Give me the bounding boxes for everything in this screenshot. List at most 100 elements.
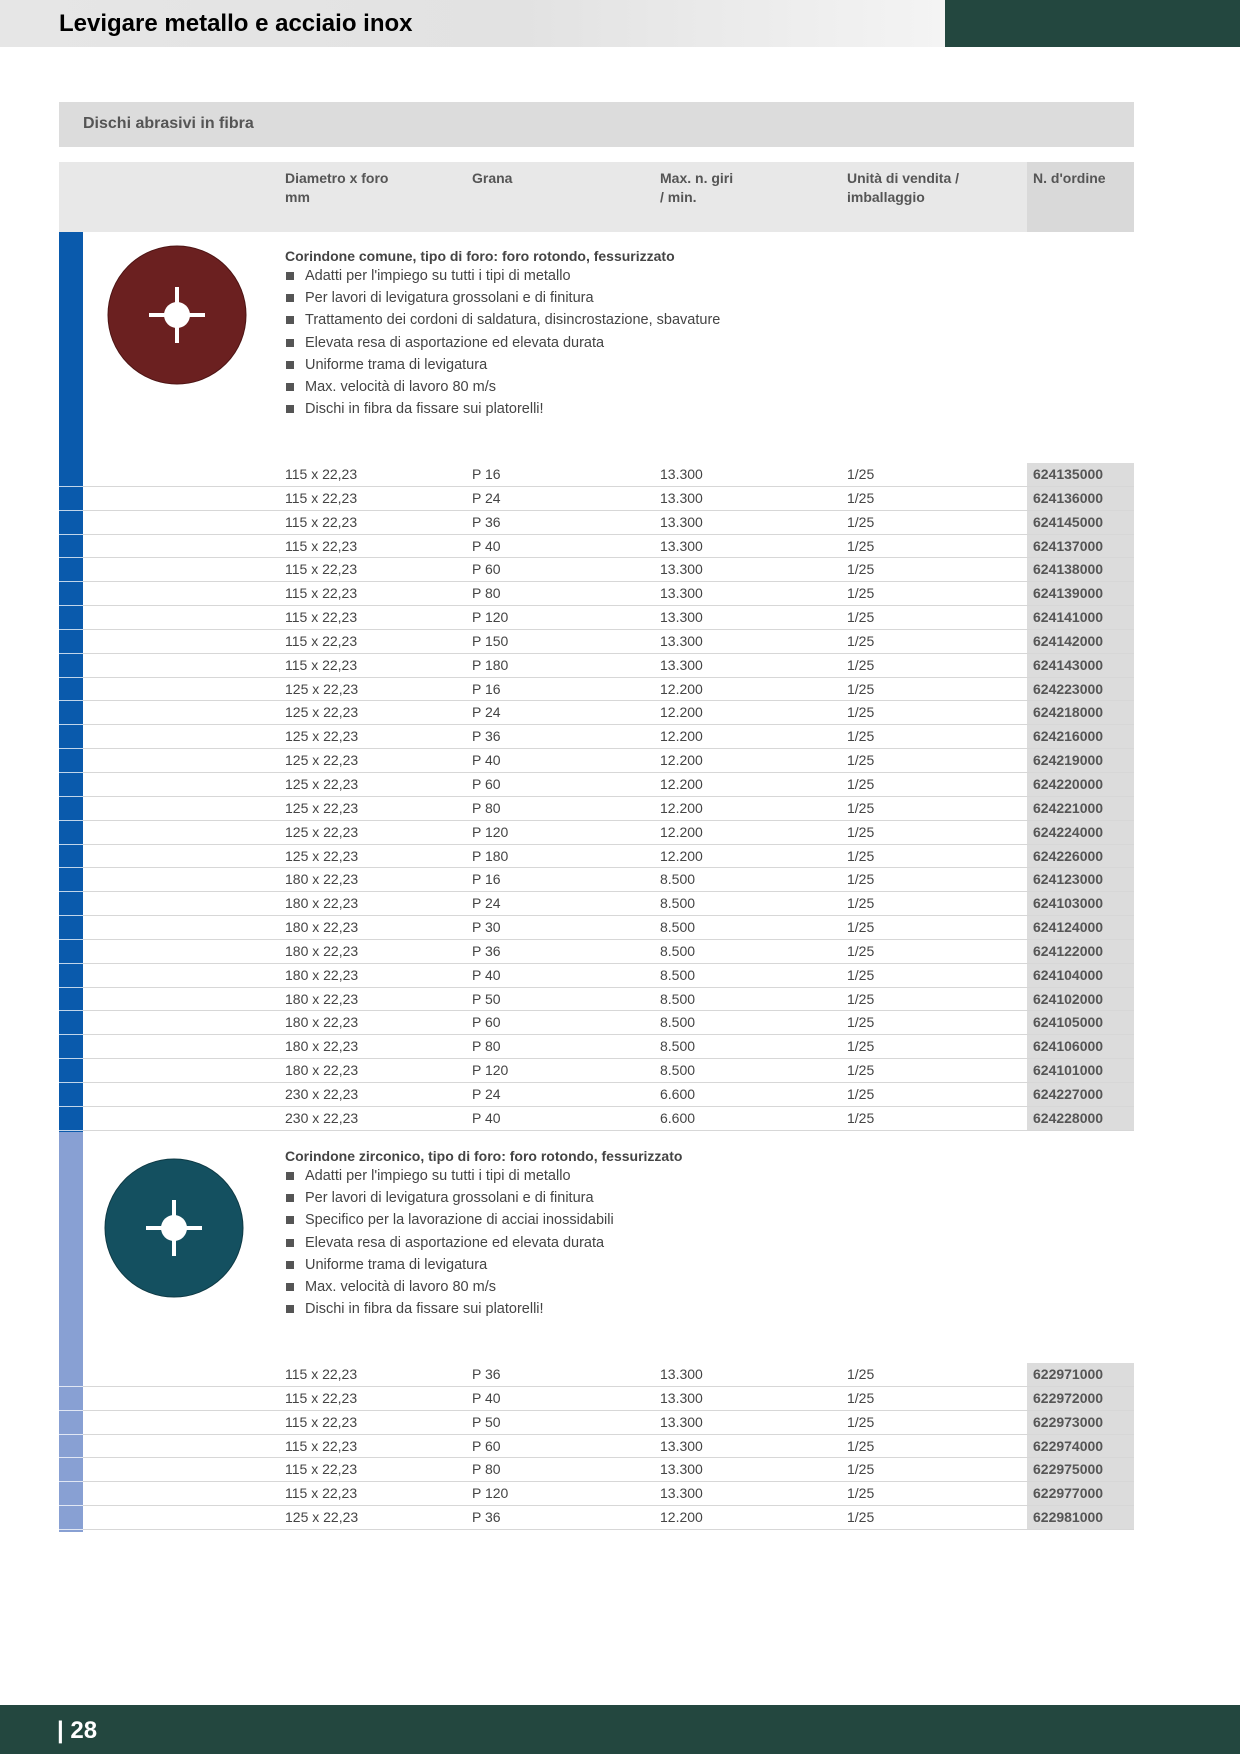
cell-grit: P 24 [472, 704, 501, 721]
cell-grit: P 30 [472, 919, 501, 936]
cell-diameter: 115 x 22,23 [285, 1413, 358, 1430]
row-divider [83, 1129, 1134, 1131]
stripe-tick [59, 1457, 83, 1459]
cell-pack-unit: 1/25 [847, 942, 875, 959]
table-row: 125 x 22,23 P 80 12.200 1/25 624221000 [59, 796, 1134, 821]
row-divider [83, 1409, 1134, 1411]
cell-grit: P 40 [472, 752, 501, 769]
cell-pack-unit: 1/25 [847, 728, 875, 745]
cell-diameter: 180 x 22,23 [285, 1062, 359, 1079]
cell-grit: P 80 [472, 1038, 501, 1055]
column-header-rpm-line2: / min. [660, 189, 697, 205]
row-divider [83, 819, 1134, 821]
cell-grit: P 36 [472, 728, 501, 745]
cell-grit: P 36 [472, 1366, 501, 1382]
cell-order-number: 624227000 [1027, 1082, 1134, 1106]
stripe-tick [59, 915, 83, 917]
cell-diameter: 115 x 22,23 [285, 1366, 358, 1382]
row-divider [83, 891, 1134, 893]
cell-max-rpm: 12.200 [660, 823, 703, 840]
stripe-tick [59, 652, 83, 654]
table-row: 125 x 22,23 P 16 12.200 1/25 624223000 [59, 677, 1134, 702]
table-row: 180 x 22,23 P 80 8.500 1/25 624106000 [59, 1035, 1134, 1060]
cell-grit: P 40 [472, 537, 501, 554]
stripe-tick [59, 1385, 83, 1387]
cell-grit: P 40 [472, 1109, 501, 1126]
page-number: | 28 [57, 1717, 98, 1744]
stripe-tick [59, 1081, 83, 1083]
cell-max-rpm: 13.300 [660, 656, 703, 673]
stripe-tick [59, 605, 83, 607]
column-header-pack-line1: Unità di vendita / [847, 170, 960, 186]
cell-order-number: 624136000 [1027, 486, 1134, 510]
cell-order-number: 624143000 [1027, 653, 1134, 677]
cell-grit: P 16 [472, 466, 501, 482]
row-divider [83, 676, 1134, 678]
row-divider [83, 867, 1134, 869]
cell-pack-unit: 1/25 [847, 585, 875, 602]
cell-pack-unit: 1/25 [847, 513, 875, 530]
cell-max-rpm: 12.200 [660, 799, 703, 816]
cell-max-rpm: 6.600 [660, 1109, 696, 1126]
table-row: 115 x 22,23 P 36 13.300 1/25 624145000 [59, 510, 1134, 535]
cell-max-rpm: 8.500 [660, 990, 696, 1007]
cell-pack-unit: 1/25 [847, 823, 875, 840]
cell-max-rpm: 13.300 [660, 609, 703, 626]
row-divider [83, 1034, 1134, 1036]
row-divider [83, 1058, 1134, 1060]
feature-item: Adatti per l'impiego su tutti i tipi di … [285, 1165, 682, 1187]
cell-order-number: 624224000 [1027, 820, 1134, 844]
cell-order-number: 624105000 [1027, 1011, 1134, 1035]
cell-grit: P 16 [472, 871, 501, 888]
stripe-tick [59, 1505, 83, 1507]
cell-grit: P 120 [472, 1485, 509, 1502]
row-divider [83, 1457, 1134, 1459]
cell-order-number: 624216000 [1027, 725, 1134, 749]
section-bar: Dischi abrasivi in fibra [59, 102, 1134, 147]
cell-diameter: 125 x 22,23 [285, 823, 359, 840]
cell-max-rpm: 8.500 [660, 895, 696, 912]
table-row: 180 x 22,23 P 50 8.500 1/25 624102000 [59, 987, 1134, 1012]
group-title: Corindone comune, tipo di foro: foro rot… [285, 248, 675, 264]
stripe-tick [59, 700, 83, 702]
cell-grit: P 80 [472, 1461, 501, 1478]
column-header-order: N. d'ordine [1033, 169, 1106, 188]
table-row: 125 x 22,23 P 120 12.200 1/25 624224000 [59, 820, 1134, 845]
cell-diameter: 125 x 22,23 [285, 704, 359, 721]
cell-pack-unit: 1/25 [847, 489, 875, 506]
table-row: 115 x 22,23 P 36 13.300 1/25 622971000 [59, 1363, 1134, 1387]
cell-max-rpm: 12.200 [660, 847, 703, 864]
cell-grit: P 24 [472, 895, 501, 912]
stripe-tick [59, 748, 83, 750]
column-header-pack-line2: imballaggio [847, 189, 925, 205]
row-divider [83, 1433, 1134, 1435]
cell-grit: P 36 [472, 1509, 501, 1526]
cell-pack-unit: 1/25 [847, 1085, 875, 1102]
row-divider [83, 938, 1134, 940]
stripe-tick [59, 986, 83, 988]
feature-item: Elevata resa di asportazione ed elevata … [285, 332, 720, 354]
column-header-rpm-line1: Max. n. giri [660, 170, 734, 186]
product-table-zirconia: 115 x 22,23 P 36 13.300 1/25 622971000 115 x … [59, 1363, 1134, 1530]
cell-max-rpm: 13.300 [660, 1413, 703, 1430]
table-row: 125 x 22,23 P 36 12.200 1/25 624216000 [59, 725, 1134, 750]
cell-diameter: 230 x 22,23 [285, 1109, 359, 1126]
table-row: 115 x 22,23 P 180 13.300 1/25 624143000 [59, 653, 1134, 678]
stripe-tick [59, 1010, 83, 1012]
cell-max-rpm: 6.600 [660, 1085, 696, 1102]
cell-pack-unit: 1/25 [847, 1437, 875, 1454]
table-row: 180 x 22,23 P 36 8.500 1/25 624122000 [59, 939, 1134, 964]
row-divider [83, 1081, 1134, 1083]
stripe-tick [59, 1058, 83, 1060]
cell-pack-unit: 1/25 [847, 847, 875, 864]
cell-grit: P 40 [472, 966, 501, 983]
stripe-tick [59, 1409, 83, 1411]
cell-pack-unit: 1/25 [847, 537, 875, 554]
row-divider [83, 509, 1134, 511]
cell-order-number: 624141000 [1027, 606, 1134, 629]
column-header-grit-line1: Grana [472, 170, 513, 186]
stripe-tick [59, 771, 83, 773]
cell-order-number: 624103000 [1027, 892, 1134, 916]
cell-diameter: 115 x 22,23 [285, 1437, 358, 1454]
cell-max-rpm: 8.500 [660, 919, 696, 936]
